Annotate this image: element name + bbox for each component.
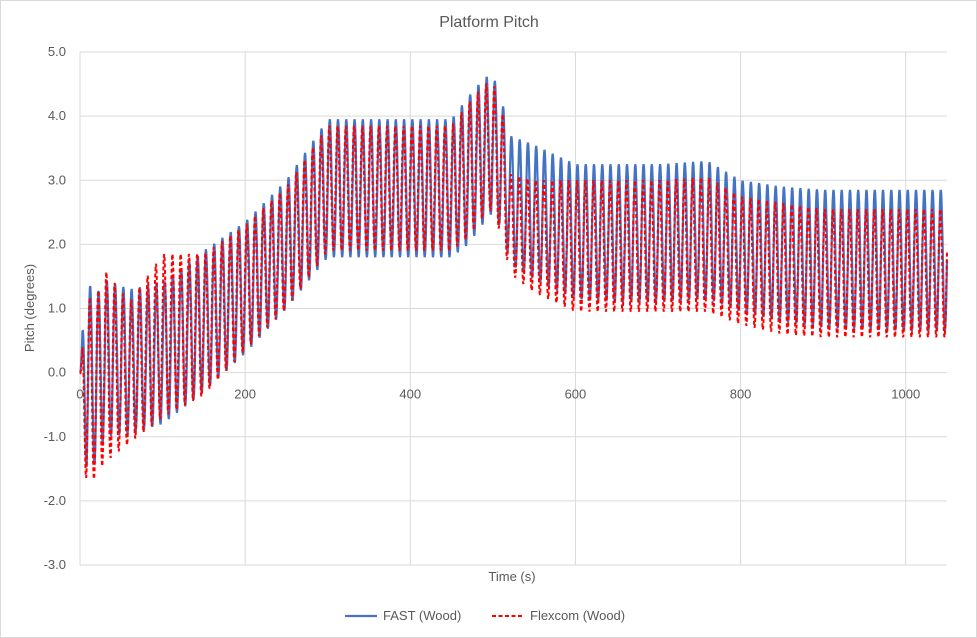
y-tick-label: 4.0: [48, 108, 66, 123]
x-tick-label: 1000: [891, 387, 920, 402]
chart-title: Platform Pitch: [439, 14, 539, 31]
x-tick-label: 600: [565, 387, 587, 402]
y-tick-label: -3.0: [44, 557, 66, 572]
legend: FAST (Wood) Flexcom (Wood): [345, 608, 625, 623]
tick-layer: -3.0 -2.0 -1.0 0.0 1.0 2.0 3.0 4.0 5.0 0 200 400 600…: [44, 44, 921, 572]
legend-label-fast: FAST (Wood): [383, 608, 461, 623]
x-tick-label: 0: [76, 387, 83, 402]
x-axis-label: Time (s): [488, 569, 535, 584]
y-tick-label: -1.0: [44, 429, 66, 444]
series-line-flexcom: [79, 83, 948, 480]
x-tick-label: 800: [730, 387, 752, 402]
y-tick-label: 5.0: [48, 44, 66, 59]
y-tick-label: -2.0: [44, 493, 66, 508]
x-tick-label: 400: [399, 387, 421, 402]
y-tick-label: 0.0: [48, 365, 66, 380]
y-axis-label: Pitch (degrees): [22, 264, 37, 352]
legend-label-flexcom: Flexcom (Wood): [530, 608, 625, 623]
y-tick-label: 3.0: [48, 172, 66, 187]
y-tick-label: 1.0: [48, 301, 66, 316]
series-line-fast: [79, 76, 949, 468]
x-tick-label: 200: [234, 387, 256, 402]
y-tick-label: 2.0: [48, 236, 66, 251]
series-layer: [79, 76, 949, 480]
